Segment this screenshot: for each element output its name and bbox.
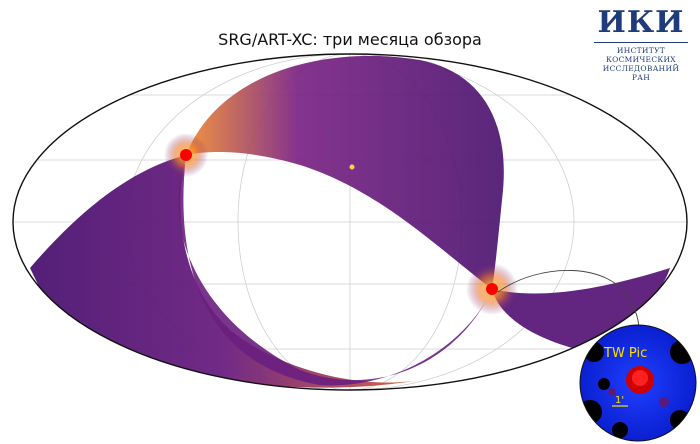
iki-logo: ИКИ ИНСТИТУТ КОСМИЧЕСКИХ ИССЛЕДОВАНИЙ РА… bbox=[586, 6, 696, 92]
exposure-band-west bbox=[30, 155, 420, 388]
ecliptic-pole-marker-north bbox=[180, 149, 192, 161]
logo-line-2: КОСМИЧЕСКИХ bbox=[606, 55, 676, 64]
exposure-band-north bbox=[186, 55, 504, 289]
ecliptic-pole-marker-south bbox=[486, 283, 498, 295]
inset-scale-label: 1' bbox=[615, 395, 625, 406]
map-title: SRG/ART-XC: три месяца обзора bbox=[218, 30, 482, 49]
inset-source-label: TW Pic bbox=[604, 346, 648, 361]
bright-source bbox=[349, 164, 355, 170]
logo-mark: ИКИ bbox=[597, 5, 685, 40]
exposure-bands bbox=[30, 55, 670, 388]
logo-divider bbox=[594, 42, 688, 43]
logo-line-1: ИНСТИТУТ bbox=[616, 46, 666, 55]
logo-line-3: ИССЛЕДОВАНИЙ bbox=[602, 64, 680, 73]
logo-line-4: РАН bbox=[631, 73, 651, 82]
exposure-band-east bbox=[492, 268, 670, 350]
tw-pic-inset bbox=[579, 324, 697, 442]
sky-boundary bbox=[12, 53, 688, 391]
